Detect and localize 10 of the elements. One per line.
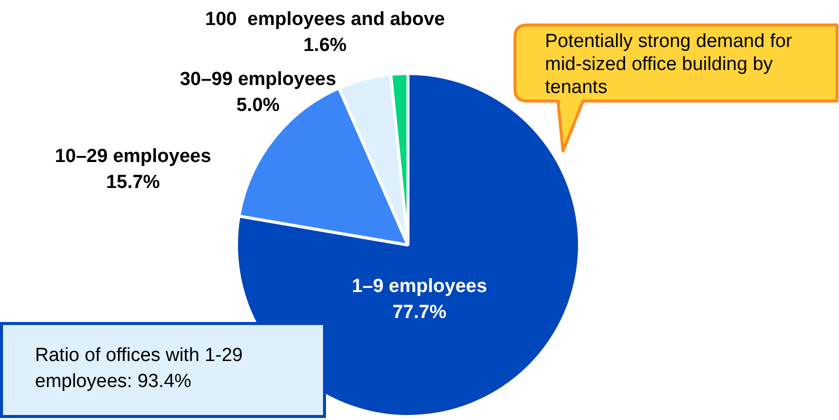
text: Potentially strong demand for mid-sized office building by tenants [545, 30, 794, 99]
data-label: 77.7% [392, 302, 446, 324]
slice-label: 1–9 employees [352, 276, 488, 298]
data-label: 1.6% [303, 35, 347, 56]
data-label: 5.0% [236, 95, 280, 116]
slice-label: 100 employees and above [205, 9, 445, 30]
data-label: 15.7% [106, 172, 160, 194]
slice-label: 10–29 employees [54, 146, 212, 168]
slice-label: 30–99 employees [180, 69, 336, 90]
text: Ratio of offices with 1-29 employees: 93.4% [0, 322, 326, 418]
